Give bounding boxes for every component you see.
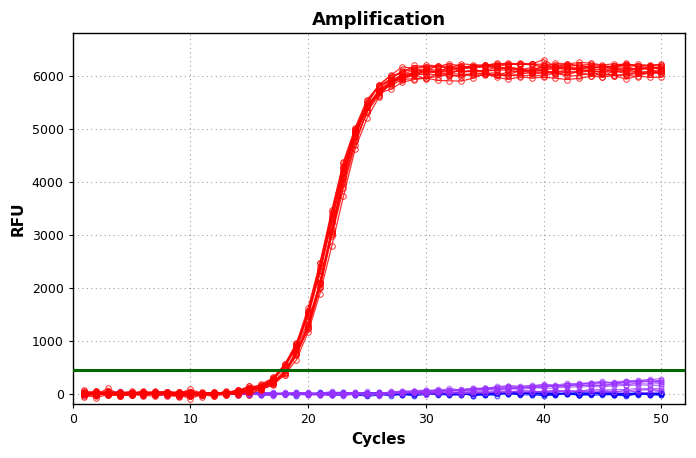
Y-axis label: RFU: RFU	[11, 202, 26, 236]
X-axis label: Cycles: Cycles	[351, 432, 406, 447]
Title: Amplification: Amplification	[312, 11, 446, 29]
